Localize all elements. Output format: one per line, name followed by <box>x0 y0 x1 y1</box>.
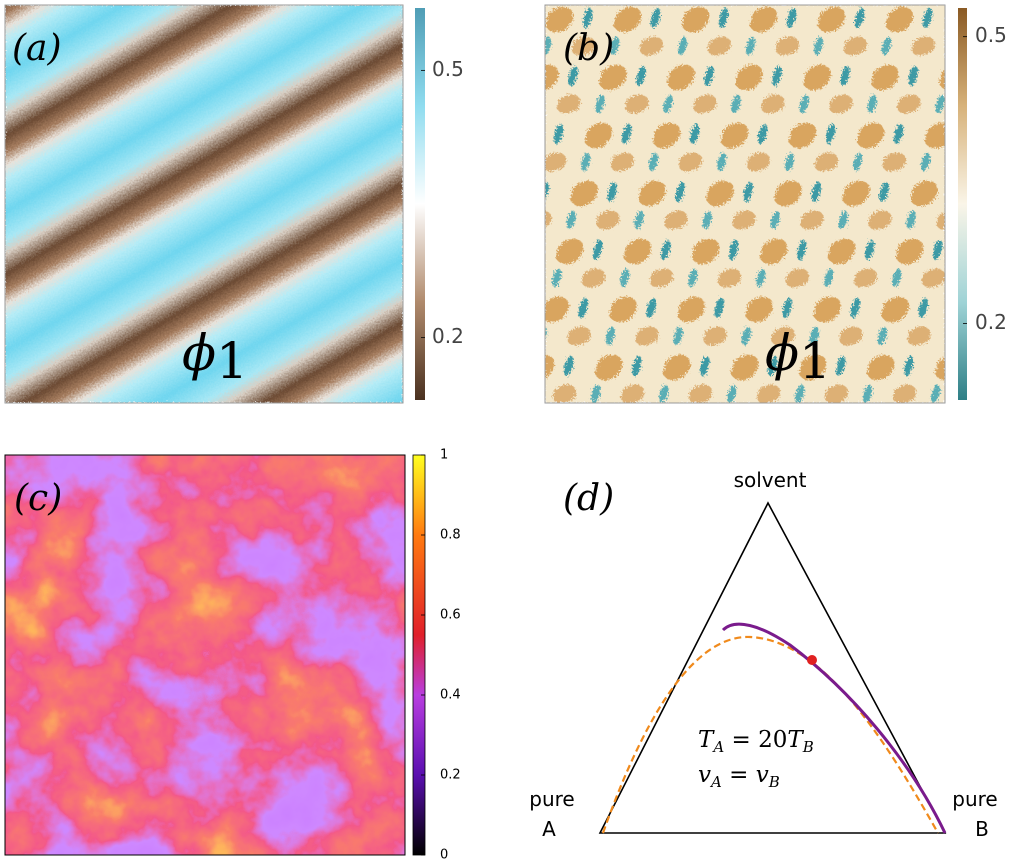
eq-symbol: T <box>787 727 804 753</box>
stripe-map <box>5 5 403 403</box>
vertex-label: B <box>975 817 989 841</box>
colorbar <box>958 8 967 400</box>
eq-symbol: T <box>698 727 715 753</box>
symbol-letter: ϕ <box>765 324 799 382</box>
triangle <box>598 501 947 834</box>
colorbar-label: 1 <box>440 448 448 463</box>
dashed-curve <box>601 635 939 834</box>
solid-curve <box>721 622 947 834</box>
vertex-label: pure <box>952 787 997 811</box>
colorbar-label: 0.6 <box>440 608 461 623</box>
colorbar <box>415 8 425 400</box>
symbol-index: 1 <box>216 332 248 390</box>
panel-label: (c) <box>14 478 62 519</box>
colorbar-label: 0.2 <box>440 768 461 783</box>
colorbar-label: 0.5 <box>432 57 464 81</box>
eq-sub: A <box>709 773 722 791</box>
eq-sub: A <box>711 738 724 756</box>
field-symbol: ϕ1 <box>182 324 248 390</box>
frame <box>544 4 946 404</box>
panel-label: (a) <box>12 28 62 69</box>
colorbar <box>412 454 426 856</box>
point <box>807 655 817 665</box>
vertex-label: A <box>542 817 556 841</box>
frame <box>4 454 406 856</box>
panel-label: (d) <box>563 478 614 519</box>
eq-mid: = <box>722 762 756 788</box>
equation: vA = vB <box>698 762 780 791</box>
vertex-label: solvent <box>734 468 807 492</box>
vertex-label: pure <box>529 787 574 811</box>
eq-sub: B <box>802 738 814 756</box>
colorbar-label: 0.2 <box>975 310 1007 334</box>
eq-symbol: v <box>698 762 711 788</box>
panel-label: (b) <box>563 28 614 69</box>
frame <box>4 4 404 404</box>
colorbar-label: 0.4 <box>440 688 461 703</box>
colorbar-label: 0.8 <box>440 528 461 543</box>
eq-mid: = 20 <box>724 727 787 753</box>
colorbar-label: 0 <box>440 848 448 863</box>
symbol-index: 1 <box>799 332 831 390</box>
noise-map <box>5 455 405 855</box>
colorbar-label: 0.5 <box>975 23 1007 47</box>
colorbar-label: 0.2 <box>432 324 464 348</box>
eq-sub: B <box>768 773 780 791</box>
equation: TA = 20TB <box>698 727 814 756</box>
symbol-letter: ϕ <box>182 324 216 382</box>
field-symbol: ϕ1 <box>765 324 831 390</box>
spot-map <box>545 5 945 403</box>
eq-symbol: v <box>756 762 769 788</box>
